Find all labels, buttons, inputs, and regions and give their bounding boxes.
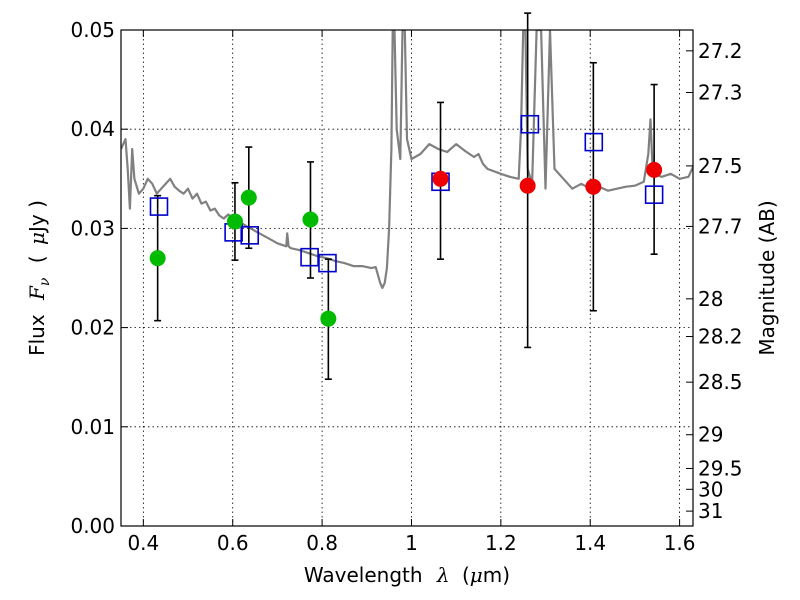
model-photometry-square [584,132,604,152]
optical-data-point [240,189,257,206]
model-photometry-square [149,197,169,216]
model-photometry-square [318,253,337,273]
optical-data-point [320,310,337,327]
x-axis-title-unit-mu: μ [470,563,483,587]
x-tick-label: 1.2 [485,531,517,555]
x-axis-title-unit-rest: m) [483,563,510,587]
optical-data-point [302,211,319,228]
model-photometry-square [520,114,540,134]
y-tick-label: 0.02 [70,316,115,340]
y-axis-title: Flux Fν ( μJy ) [25,200,54,356]
x-tick-label: 1.6 [664,531,696,555]
nir-data-point [519,177,536,194]
observed-points-layer [149,161,663,327]
x-tick-label: 0.6 [217,531,249,555]
y-tick-label: 0.03 [70,216,115,240]
y-axis-title-prefix: Flux [25,314,49,356]
x-tick-label: 1 [405,531,418,555]
y2-tick-label: 30 [698,477,723,501]
optical-data-point [149,250,166,267]
plot-frame [120,29,694,527]
y-axis-title-unit-mu: μ [25,232,49,245]
x-axis-title-prefix: Wavelength [304,563,423,587]
model-photometry-square [240,226,259,245]
y2-tick-label: 29.5 [698,456,743,480]
x-axis-title-symbol: λ [436,563,450,587]
model-spectrum-line [121,30,693,289]
optical-data-point [226,213,243,230]
model-photometry-square [644,185,664,204]
y2-tick-label: 29 [698,423,723,447]
y2-tick-label: 28 [698,287,723,311]
y2-tick-label: 27.5 [698,154,743,178]
ticks-layer: 0.4 0.6 0.8 1 1.2 1.4 1.6 0.00 0.01 0.02 0.03 0.04 0… [70,18,742,555]
y-tick-label: 0.00 [70,514,115,538]
x-tick-label: 0.8 [306,531,338,555]
x-axis-title-unit-open: ( [462,563,470,587]
y2-tick-label: 28.2 [698,325,743,349]
x-axis-title: Wavelength λ (μm) [304,563,510,587]
model-spectrum-layer [121,30,693,289]
y-axis-title-subscript: ν [37,277,53,286]
x-tick-label: 0.4 [127,531,159,555]
y-axis-title-unit-rest: Jy ) [25,200,49,234]
y2-tick-label: 31 [698,499,723,523]
nir-data-point [432,170,449,187]
y-tick-label: 0.05 [70,18,115,42]
y-tick-label: 0.04 [70,117,115,141]
model-photometry-square [300,247,319,267]
y2-tick-label: 27.3 [698,80,743,104]
nir-data-point [646,161,663,178]
y2-tick-label: 27.2 [698,39,743,63]
y-axis-title-unit-open: ( [25,255,49,263]
y-axis-title-symbol: F [25,285,49,301]
y2-tick-label: 28.5 [698,370,743,394]
y-tick-label: 0.01 [70,415,115,439]
y2-tick-label: 27.7 [698,214,743,238]
x-tick-label: 1.4 [574,531,606,555]
y2-axis-title: Magnitude (AB) [755,200,779,355]
nir-data-point [585,178,602,195]
model-photometry-layer [149,114,664,273]
